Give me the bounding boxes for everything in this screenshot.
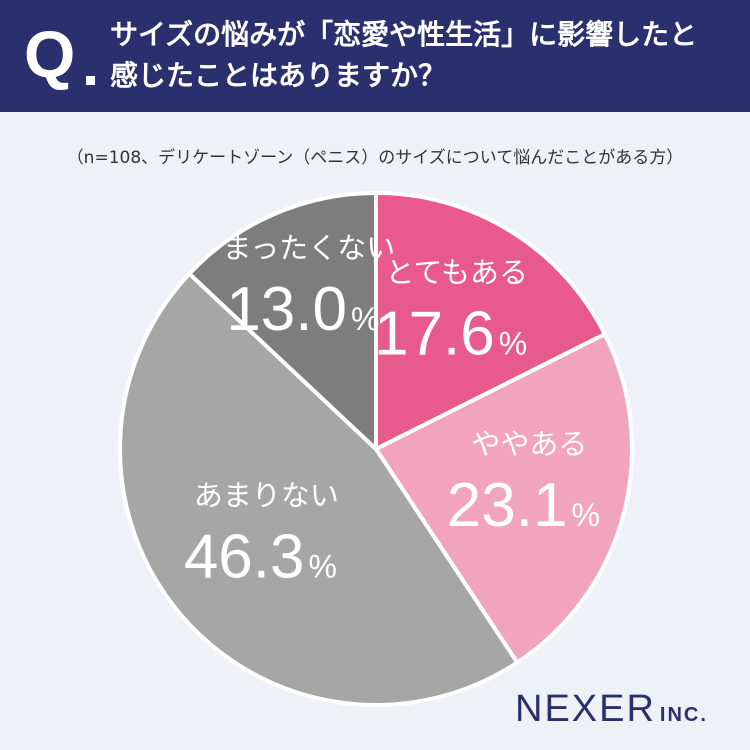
slice-label-4: まったくない <box>222 231 395 265</box>
slice-value-2: 23.1% <box>447 471 600 540</box>
pie-slice-3 <box>118 271 520 707</box>
q-dot-icon <box>86 76 95 85</box>
brand-name: NEXER <box>515 688 656 730</box>
pie-slice-4 <box>187 191 378 451</box>
pie-slice-1 <box>374 191 607 451</box>
pie-slice-2 <box>374 332 634 665</box>
slice-label-3: あまりない <box>194 478 339 512</box>
question-line-2: 感じたことはありますか？ <box>110 59 447 92</box>
slice-value-1: 17.6% <box>374 299 527 368</box>
slice-value-3: 46.3% <box>184 522 337 591</box>
question-header: Q サイズの悩みが「恋愛や性生活」に影響したと 感じたことはありますか？ <box>0 0 750 112</box>
question-text: サイズの悩みが「恋愛や性生活」に影響したと 感じたことはありますか？ <box>110 14 740 96</box>
brand-logo: NEXER INC. <box>515 688 708 731</box>
slice-label-2: ややある <box>471 427 587 461</box>
brand-suffix: INC. <box>659 704 708 726</box>
q-mark: Q <box>24 17 76 91</box>
slice-value-4: 13.0% <box>226 275 379 344</box>
slice-label-1: とてもある <box>385 255 528 289</box>
sample-note: （n=108、デリケートゾーン（ペニス）のサイズについて悩んだことがある方） <box>66 148 684 168</box>
question-line-1: サイズの悩みが「恋愛や性生活」に影響したと <box>110 18 698 51</box>
